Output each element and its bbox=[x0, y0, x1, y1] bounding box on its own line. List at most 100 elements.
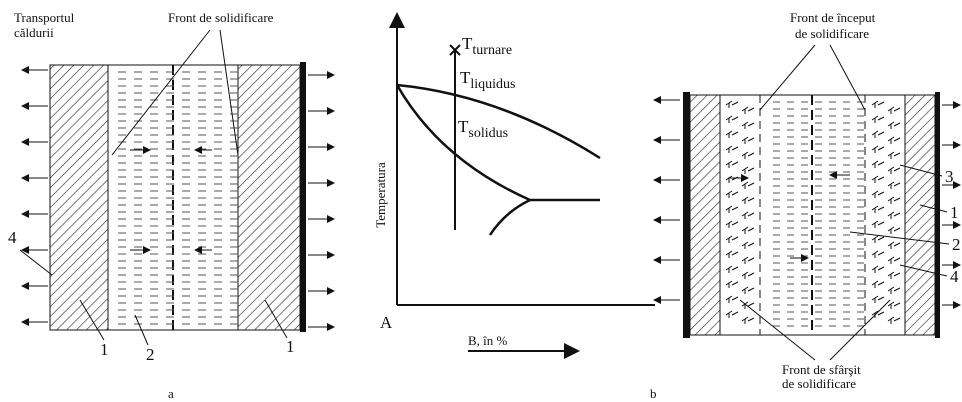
leader-line bbox=[829, 44, 866, 111]
dendrite bbox=[871, 100, 885, 108]
dendrite bbox=[887, 136, 901, 144]
dendrite bbox=[887, 196, 901, 204]
phase-diagram: Tturnare Tliquidus Tsolidus Temperatura … bbox=[373, 12, 657, 401]
solidus-curve bbox=[395, 84, 531, 202]
caption: a bbox=[168, 386, 174, 401]
dendrite bbox=[887, 166, 901, 174]
dendrite bbox=[725, 235, 739, 243]
leader-line bbox=[759, 44, 816, 111]
dendrite bbox=[725, 145, 739, 153]
dendrite bbox=[887, 316, 901, 324]
y-axis-label: Temperatura bbox=[373, 162, 388, 228]
dendrite bbox=[741, 196, 755, 204]
caption: b bbox=[650, 386, 657, 401]
dendrite bbox=[741, 226, 755, 234]
dendrite bbox=[725, 190, 739, 198]
symbol: T bbox=[458, 117, 469, 136]
dendrite bbox=[871, 250, 885, 258]
leader-line bbox=[899, 164, 943, 177]
heat-arrows bbox=[21, 66, 335, 331]
leader-line bbox=[79, 299, 105, 341]
dendrite bbox=[741, 286, 755, 294]
start-front-label: Front de început bbox=[790, 10, 876, 25]
dendrite bbox=[741, 151, 755, 159]
symbol: T bbox=[460, 68, 471, 87]
heat-transport-label: Transportul bbox=[14, 10, 75, 25]
pour-label: Tturnare bbox=[462, 34, 512, 58]
dendrite bbox=[725, 220, 739, 228]
leader-line bbox=[19, 249, 53, 276]
leader-line bbox=[739, 299, 816, 361]
dendrite bbox=[887, 226, 901, 234]
dendrite bbox=[741, 211, 755, 219]
dendrite bbox=[741, 166, 755, 174]
symbol: T bbox=[462, 34, 473, 53]
panel-a: Transportul căldurii Front de solidifica… bbox=[8, 10, 335, 401]
part-label: 1 bbox=[100, 340, 109, 359]
dendrite bbox=[871, 175, 885, 183]
dendrite bbox=[741, 106, 755, 114]
subscript: liquidus bbox=[470, 77, 515, 92]
dendrite bbox=[887, 271, 901, 279]
subscript: turnare bbox=[472, 43, 512, 58]
dendrite bbox=[741, 256, 755, 264]
dendrite bbox=[725, 250, 739, 258]
dendrite bbox=[871, 220, 885, 228]
dendrite bbox=[887, 256, 901, 264]
dendrite bbox=[725, 160, 739, 168]
dendrite bbox=[725, 130, 739, 138]
dendrite bbox=[887, 211, 901, 219]
mould-edge bbox=[683, 92, 690, 338]
dendrite bbox=[871, 115, 885, 123]
liquidus-curve bbox=[396, 83, 601, 160]
heat-transport-label: căldurii bbox=[14, 25, 54, 40]
dendrite bbox=[725, 205, 739, 213]
part-label: 1 bbox=[950, 203, 959, 222]
wall-right bbox=[237, 64, 301, 331]
solidus-label: Tsolidus bbox=[458, 117, 508, 141]
dendrite bbox=[725, 280, 739, 288]
dendrite bbox=[741, 241, 755, 249]
dendrite bbox=[725, 295, 739, 303]
wall-left bbox=[49, 64, 109, 331]
leader-line bbox=[134, 314, 149, 346]
dendrite bbox=[871, 145, 885, 153]
part-label: 4 bbox=[8, 228, 17, 247]
pour-mark bbox=[449, 44, 461, 56]
dendrite bbox=[741, 271, 755, 279]
leader-line bbox=[111, 29, 211, 156]
solvus-curve bbox=[488, 198, 531, 236]
dendrite bbox=[725, 310, 739, 318]
dendrite bbox=[887, 301, 901, 309]
dendrite bbox=[871, 130, 885, 138]
dendrite bbox=[887, 106, 901, 114]
dendrite bbox=[887, 121, 901, 129]
dendrite bbox=[871, 160, 885, 168]
part-label: 4 bbox=[950, 267, 959, 286]
dendrite bbox=[887, 181, 901, 189]
part-label: 2 bbox=[952, 235, 961, 254]
dendrite bbox=[871, 205, 885, 213]
dendrite bbox=[871, 280, 885, 288]
dendrite bbox=[741, 136, 755, 144]
mould-edge bbox=[935, 92, 940, 338]
front-label: Front de solidificare bbox=[168, 10, 274, 25]
panel-b: Front de început de solidificare Front d… bbox=[653, 10, 961, 391]
liquidus-label: Tliquidus bbox=[460, 68, 516, 92]
leader-line bbox=[849, 231, 950, 245]
leader-line bbox=[919, 204, 948, 213]
mould-edge bbox=[300, 62, 306, 332]
dendrite bbox=[887, 151, 901, 159]
leader-line bbox=[899, 264, 948, 277]
start-front-label: de solidificare bbox=[795, 26, 869, 41]
heat-arrows bbox=[653, 96, 961, 309]
dendrite bbox=[741, 121, 755, 129]
dendrite bbox=[725, 265, 739, 273]
dendrite bbox=[741, 181, 755, 189]
dendrite bbox=[871, 265, 885, 273]
wall-left bbox=[689, 94, 721, 336]
end-front-label: Front de sfârşit bbox=[782, 362, 861, 377]
dendrite bbox=[725, 100, 739, 108]
